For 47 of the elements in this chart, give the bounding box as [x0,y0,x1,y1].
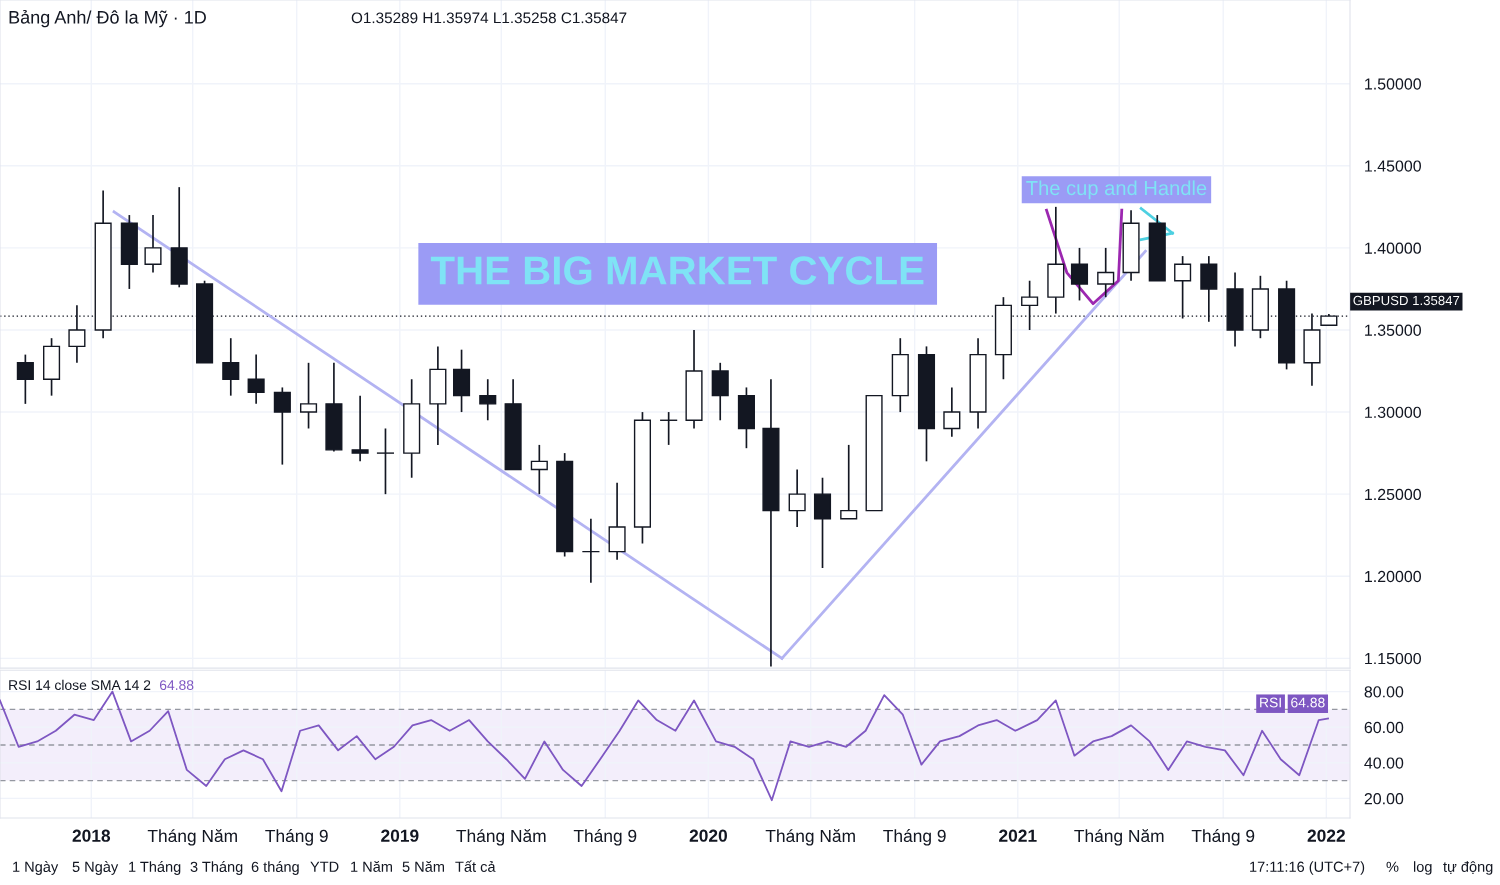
text: Tất cả [455,860,496,872]
y-tick-label: 1.20000 [1365,570,1421,583]
x-tick-label: Tháng Năm [456,829,546,846]
text: 1 Ngày [13,861,59,875]
y-tick-label: 1.15000 [1365,652,1421,665]
y-tick-label: 1.50000 [1365,78,1421,90]
x-tick-label: Tháng Năm [1074,829,1164,846]
y-tick-label: 1.45000 [1365,160,1421,172]
text: 1 Tháng [129,861,181,875]
x-tick-label: Tháng Năm [765,829,855,846]
x-tick-label: Tháng 9 [883,829,946,846]
text: 6 tháng [251,861,299,875]
x-tick-label: 2019 [381,829,419,842]
text: 64.88 [159,680,194,691]
text: 1 Năm [351,861,392,872]
ref-line-label: GBPUSD 1.35847 [1353,295,1460,306]
annotation: THE BIG MARKET CYCLE [430,256,924,285]
y-tick-label: 40.00 [1364,757,1404,769]
text: 5 Ngày [72,861,119,875]
annotation: O1.35289 H1.35974 L1.35258 C1.35847 [351,12,627,24]
text: RSI 14 close SMA 14 2 [9,679,151,691]
annotation: The cup and Handle [1026,180,1207,200]
x-tick-label: Tháng 9 [573,829,637,846]
x-tick-label: 2018 [72,829,111,842]
y-tick-label: 20.00 [1364,793,1404,805]
y-tick-label: 60.00 [1364,721,1404,734]
x-tick-label: Tháng 9 [1191,829,1255,846]
text: 17:11:16 (UTC+7) [1250,861,1365,875]
text: tự động [1443,861,1493,875]
x-tick-label: 2022 [1307,829,1345,842]
text: Bảng Anh/ Đô la Mỹ · 1D [9,10,206,28]
y-tick-label: 1.30000 [1365,406,1421,419]
text: 5 Năm [402,861,444,872]
legend-label: RSI [1260,697,1281,708]
x-tick-label: Tháng 9 [265,829,328,846]
y-tick-label: 1.40000 [1365,242,1421,254]
y-tick-label: 1.25000 [1365,488,1421,501]
y-tick-label: 80.00 [1364,686,1404,698]
text: YTD [310,861,339,872]
x-tick-label: Tháng Năm [147,829,237,846]
text: log [1413,861,1432,875]
text: % [1386,861,1399,872]
text: 3 Tháng [190,861,243,875]
x-tick-label: 2020 [689,829,727,842]
data-label: 64.88 [1291,697,1325,708]
x-tick-label: 2021 [999,829,1037,842]
y-tick-label: 1.35000 [1365,324,1421,336]
